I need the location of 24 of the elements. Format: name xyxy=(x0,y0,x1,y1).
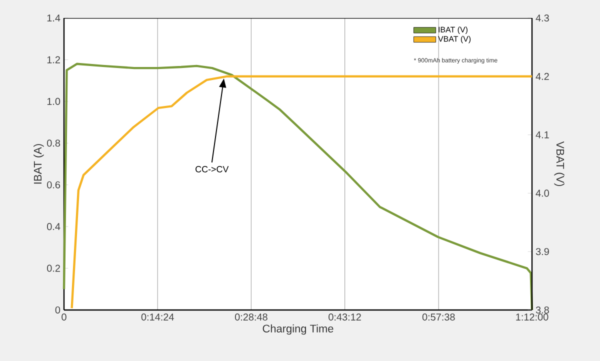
y2-tick-label: 4.0 xyxy=(536,190,549,197)
x-axis-title: Charging Time xyxy=(262,324,334,335)
y-tick-label: 0 xyxy=(55,306,60,314)
x-tick-label: 0:43:12 xyxy=(328,314,361,321)
x-tick-label: 1:12:00 xyxy=(516,314,548,321)
y-tick-label: 0.8 xyxy=(47,140,60,147)
y2-tick-label: 4.3 xyxy=(536,14,549,22)
x-tick-label: 0:14:24 xyxy=(141,314,174,321)
y2-tick-label: 3.9 xyxy=(536,248,549,256)
x-tick-label: 0:57:38 xyxy=(422,314,455,321)
y-tick-label: 0.2 xyxy=(47,264,60,272)
y-tick-label: 1.0 xyxy=(47,98,60,105)
x-tick-label: 0:28:48 xyxy=(234,314,268,321)
y2-tick-label: 3.8 xyxy=(536,306,549,314)
y2-tick-label: 4.2 xyxy=(536,72,549,80)
y-tick-label: 1.4 xyxy=(47,14,60,22)
y-tick-label: 1.2 xyxy=(47,56,60,64)
y2-tick-label: 4.1 xyxy=(536,131,549,138)
y-axis-title: IBAT (A) xyxy=(34,144,44,184)
y-tick-label: 0.4 xyxy=(47,223,60,230)
x-tick-label: 0 xyxy=(62,314,66,321)
annotation: CC->CV xyxy=(196,166,229,172)
y2-axis-title: VBAT (V) xyxy=(554,141,564,186)
y-tick-label: 0.6 xyxy=(47,181,60,188)
